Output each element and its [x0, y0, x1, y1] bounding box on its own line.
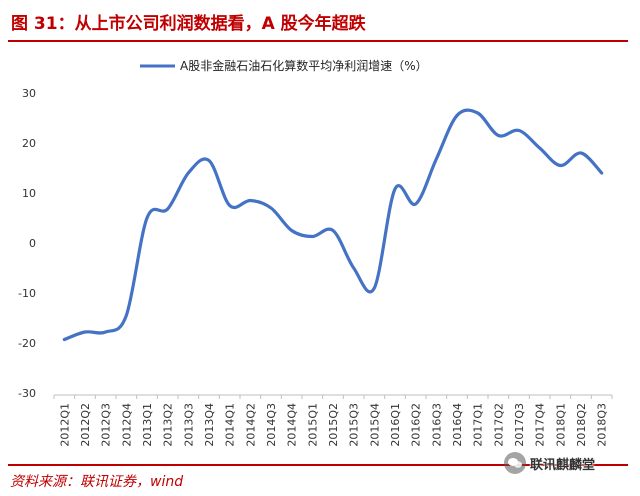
- x-tick-label: 2013Q4: [203, 403, 216, 447]
- x-tick-label: 2017Q2: [492, 403, 505, 447]
- y-tick-label: -20: [18, 337, 36, 350]
- x-tick-label: 2015Q3: [348, 403, 361, 447]
- x-tick-label: 2012Q2: [79, 403, 92, 447]
- x-tick-label: 2012Q1: [58, 403, 71, 447]
- x-tick-label: 2013Q3: [182, 403, 195, 447]
- x-tick-label: 2017Q4: [534, 403, 547, 447]
- x-tick-label: 2014Q1: [224, 403, 237, 447]
- x-tick-label: 2013Q1: [141, 403, 154, 447]
- x-tick-label: 2018Q3: [596, 403, 609, 447]
- x-tick-label: 2016Q2: [410, 403, 423, 447]
- watermark: 联讯麒麟堂: [504, 452, 595, 474]
- y-tick-label: 0: [29, 237, 36, 250]
- y-tick-label: 30: [22, 87, 36, 100]
- title-divider: [8, 40, 628, 42]
- chat-bubble-icon: [504, 452, 526, 474]
- y-tick-label: 10: [22, 187, 36, 200]
- y-tick-label: -30: [18, 387, 36, 400]
- figure-title-bar: 图 31：从上市公司利润数据看，A 股今年超跌: [0, 0, 640, 44]
- x-tick-label: 2015Q2: [327, 403, 340, 447]
- x-tick-label: 2015Q1: [306, 403, 319, 447]
- x-tick-label: 2017Q1: [472, 403, 485, 447]
- legend: A股非金融石油石化算数平均净利润增速（%）: [140, 58, 428, 73]
- x-tick-label: 2017Q3: [513, 403, 526, 447]
- x-axis: 2012Q1 2012Q2 2012Q3 2012Q4 2013Q1 2013Q2 2013…: [53, 394, 613, 447]
- x-tick-label: 2014Q3: [265, 403, 278, 447]
- y-tick-label: 20: [22, 137, 36, 150]
- watermark-text: 联讯麒麟堂: [530, 457, 596, 473]
- x-tick-label: 2015Q4: [368, 403, 381, 447]
- x-tick-label: 2016Q4: [451, 403, 464, 447]
- figure-title: 图 31：从上市公司利润数据看，A 股今年超跌: [11, 14, 366, 34]
- x-tick-label: 2012Q3: [100, 403, 113, 447]
- x-tick-label: 2018Q2: [575, 403, 588, 447]
- source-note: 资料来源：联讯证券，wind: [10, 474, 184, 490]
- x-tick-label: 2013Q2: [162, 403, 175, 447]
- x-tick-label: 2012Q4: [120, 403, 133, 447]
- y-tick-label: -10: [18, 287, 36, 300]
- legend-label-series-1: A股非金融石油石化算数平均净利润增速（%）: [180, 58, 428, 73]
- y-axis: -30 -20 -10 0 10 20 30: [18, 87, 36, 400]
- x-tick-label: 2014Q2: [244, 403, 257, 447]
- footer-divider: [8, 464, 628, 466]
- series-line-1: [62, 108, 604, 342]
- line-chart: A股非金融石油石化算数平均净利润增速（%） -30 -20 -10 0 10 20 30 2…: [18, 58, 613, 447]
- x-tick-label: 2018Q1: [554, 403, 567, 447]
- x-tick-label: 2016Q3: [430, 403, 443, 447]
- x-tick-label: 2014Q4: [286, 403, 299, 447]
- x-tick-label: 2016Q1: [389, 403, 402, 447]
